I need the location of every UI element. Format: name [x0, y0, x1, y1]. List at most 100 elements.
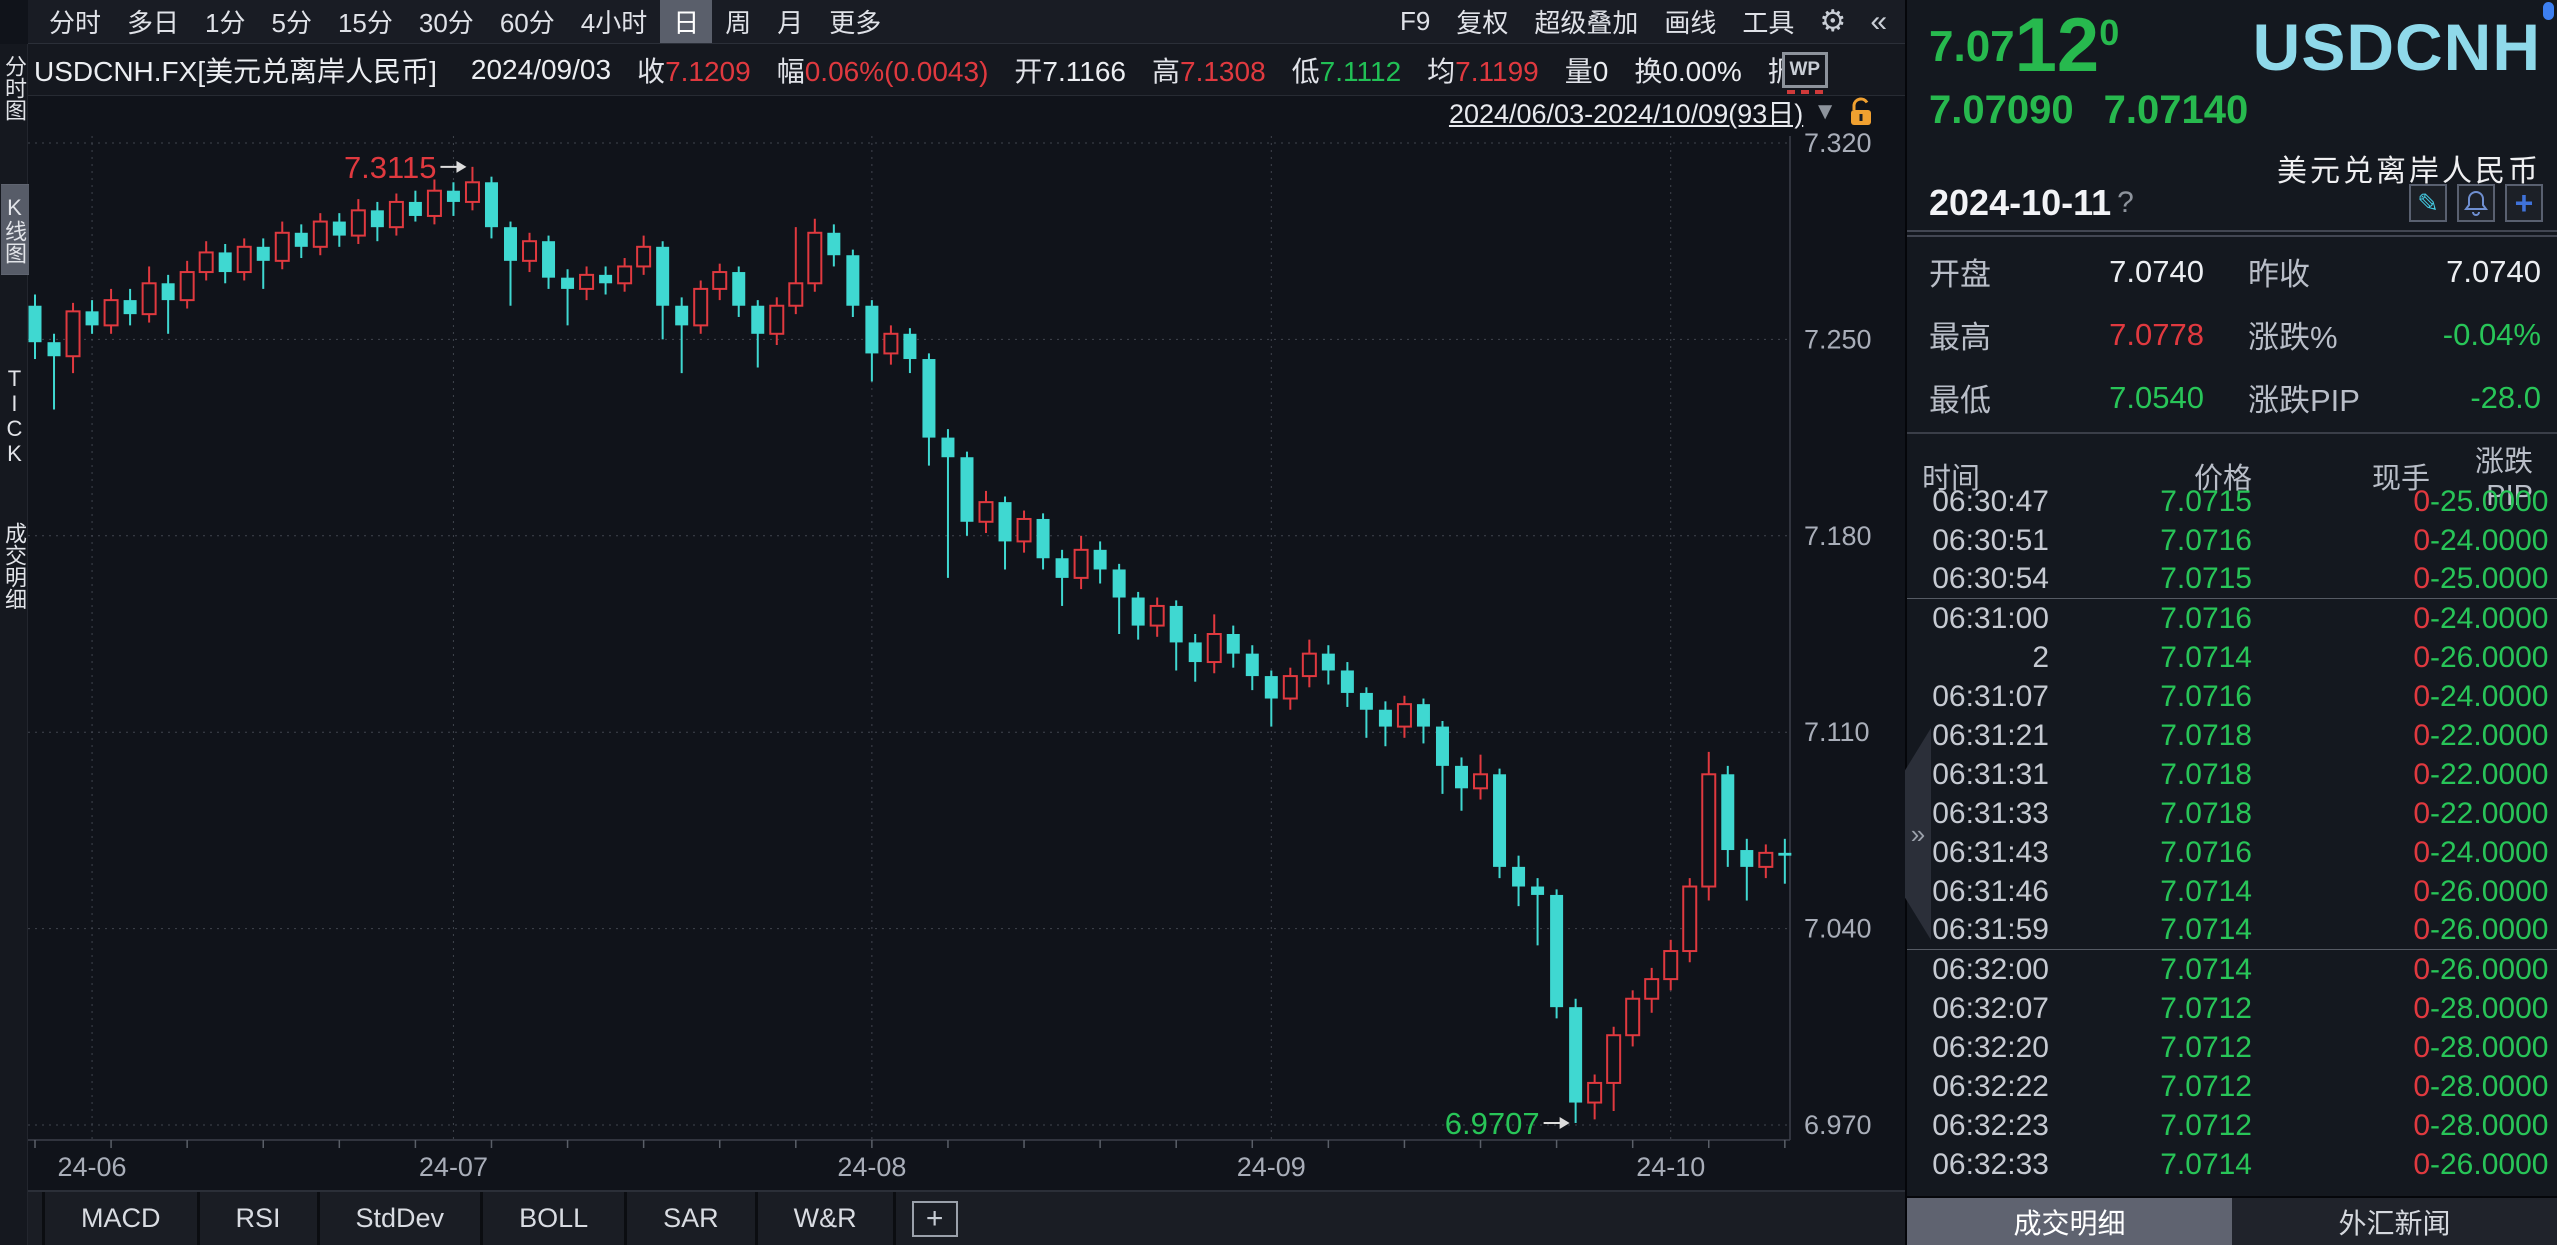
scrollbar-thumb[interactable] — [2543, 2, 2554, 20]
sidebar-item-K线图[interactable]: K线图 — [1, 184, 29, 275]
period-button-更多[interactable]: 更多 — [829, 8, 882, 38]
edit-button[interactable]: ✎ — [2409, 184, 2447, 222]
chart-area: 7.320 7.250 7.180 7.110 7.040 6.970 24-06 24-07… — [28, 96, 1905, 1190]
expand-panel-handle[interactable]: » — [1905, 728, 1931, 940]
toolbar-button-工具[interactable]: 工具 — [1742, 8, 1795, 38]
price-fraction: 0 — [2099, 12, 2120, 53]
tab-tick-detail[interactable]: 成交明细 — [1907, 1198, 2232, 1245]
indicator-button-W&R[interactable]: W&R — [758, 1192, 896, 1245]
date-range-selector[interactable]: 2024/06/03-2024/10/09(93日) ▼ — [1449, 92, 1875, 131]
period-button-60分[interactable]: 60分 — [499, 8, 555, 38]
quote-date: 2024-10-11 — [1929, 182, 2112, 223]
toolbar-button-复权[interactable]: 复权 — [1456, 8, 1509, 38]
symbol-title: USDCNH.FX[美元兑离岸人民币] — [34, 55, 437, 87]
pencil-icon: ✎ — [2417, 187, 2439, 218]
indicator-button-BOLL[interactable]: BOLL — [483, 1192, 628, 1245]
toolbar-button-超级叠加[interactable]: 超级叠加 — [1534, 8, 1639, 38]
help-icon[interactable]: ? — [2117, 186, 2134, 219]
info-field-收: 收7.1209 — [637, 55, 751, 87]
price-integer: 7.07 — [1929, 22, 2015, 71]
unlock-icon[interactable] — [1847, 96, 1875, 128]
info-field-幅: 幅0.06%(0.0043) — [776, 55, 989, 87]
tab-forex-news[interactable]: 外汇新闻 — [2232, 1198, 2557, 1245]
tick-row: 06:31:07 7.0716 0 -24.0000 — [1932, 679, 2549, 713]
chevron-down-icon[interactable]: ▼ — [1813, 97, 1837, 125]
x-axis-label: 24-10 — [1636, 1152, 1705, 1182]
panel-bottom-tabs: 成交明细 外汇新闻 — [1907, 1196, 2557, 1245]
add-to-watchlist-button[interactable]: + — [2505, 184, 2543, 222]
sidebar-item-分时图[interactable]: 分时图 — [1, 55, 27, 121]
tick-row: 06:31:21 7.0718 0 -22.0000 — [1932, 718, 2549, 752]
price-pips: 12 — [2014, 3, 2100, 88]
info-field-开: 开7.1166 — [1014, 55, 1126, 87]
period-button-1分[interactable]: 1分 — [205, 8, 246, 38]
collapse-toolbar-icon[interactable]: « — [1870, 4, 1887, 38]
indicator-button-StdDev[interactable]: StdDev — [320, 1192, 484, 1245]
add-indicator-button[interactable]: + — [911, 1200, 958, 1237]
last-price: 7.07 12 0 — [1929, 8, 2119, 84]
price-annotation: 7.3115 — [344, 150, 437, 185]
ask-price: 7.07140 — [2103, 88, 2249, 132]
tick-row: 06:32:22 7.0712 0 -28.0000 — [1932, 1069, 2549, 1103]
date-range-label[interactable]: 2024/06/03-2024/10/09(93日) — [1448, 99, 1804, 129]
info-field-低: 低7.1112 — [1291, 55, 1402, 87]
period-button-5分[interactable]: 5分 — [271, 8, 312, 38]
settings-gear-icon[interactable]: ⚙ — [1819, 5, 1847, 38]
quote-stats: 开盘 7.0740 昨收 7.0740 最高 7.0778 涨跌% -0.04% 最低 7.054… — [1907, 240, 2557, 429]
quote-date-row: 2024-10-11 ? ✎ + — [1929, 182, 2543, 224]
tick-table: 时间 价格 现手 涨跌PIP 06:30:47 7.0715 0 -25.0000 06:30:… — [1907, 438, 2557, 1184]
indicator-toolbar: MACD RSI StdDev BOLL SAR W&R + — [28, 1190, 1905, 1245]
view-sidebar: 分时图 K线图 TICK 成交明细 — [0, 44, 29, 1245]
period-toolbar: 分时 多日 1分 5分 15分 30分 60分 4小时日周月更多 F9 复权 超级叠加 画线 工具 ⚙ « — [28, 0, 1905, 44]
indicator-button-SAR[interactable]: SAR — [627, 1192, 758, 1245]
panel-symbol: USDCNH — [2252, 10, 2541, 84]
quote-actions: ✎ + — [2409, 184, 2543, 222]
ohlc-fields: 收7.1209 幅0.06%(0.0043) 开7.1166 高7.1308 低7.11… — [611, 50, 1796, 90]
stat-row: 最低 7.0540 涨跌PIP -28.0 — [1929, 379, 2541, 419]
period-button-分时[interactable]: 分时 — [49, 8, 102, 38]
info-field-均: 均7.1199 — [1427, 55, 1539, 87]
indicator-button-MACD[interactable]: MACD — [42, 1192, 200, 1245]
tick-row: 06:31:00 7.0716 0 -24.0000 — [1932, 601, 2549, 635]
period-button-30分[interactable]: 30分 — [418, 8, 474, 38]
plus-icon: + — [2514, 185, 2534, 221]
tick-row: 06:31:33 7.0718 0 -22.0000 — [1932, 796, 2549, 830]
quote-panel: 7.07 12 0 USDCNH 7.07090 7.07140 美元兑离岸人民… — [1905, 0, 2557, 1245]
x-axis-label: 24-07 — [419, 1152, 488, 1182]
stat-row: 开盘 7.0740 昨收 7.0740 — [1929, 253, 2541, 293]
y-axis-label: 7.250 — [1804, 324, 1872, 354]
tick-row: 06:30:47 7.0715 0 -25.0000 — [1932, 484, 2549, 518]
period-button-日[interactable]: 日 — [660, 0, 713, 43]
candlestick-chart[interactable]: 7.320 7.250 7.180 7.110 7.040 6.970 24-06 24-07… — [28, 96, 1905, 1190]
bar-date: 2024/09/03 — [470, 53, 612, 85]
stats-divider — [1907, 432, 2557, 434]
tick-row: 06:31:46 7.0714 0 -26.0000 — [1932, 874, 2549, 908]
y-axis-label: 7.110 — [1804, 717, 1870, 747]
period-button-多日[interactable]: 多日 — [127, 8, 180, 38]
info-field-量: 量0 — [1564, 55, 1609, 87]
price-annotation: 6.9707 — [1445, 1106, 1540, 1141]
x-axis-label: 24-09 — [1237, 1152, 1306, 1182]
double-divider — [1907, 230, 2557, 237]
x-axis-label: 24-06 — [58, 1152, 127, 1182]
tick-row: 06:31:43 7.0716 0 -24.0000 — [1932, 835, 2549, 869]
tick-row: 06:30:51 7.0716 0 -24.0000 — [1932, 523, 2549, 557]
sidebar-item-成交明细[interactable]: 成交明细 — [1, 522, 27, 610]
wp-watermark-icon: WP — [1781, 51, 1828, 94]
y-axis-label: 7.320 — [1804, 128, 1872, 158]
y-axis-label: 7.180 — [1804, 521, 1872, 551]
period-button-周[interactable]: 周 — [725, 8, 752, 38]
tick-row: 06:32:00 7.0714 0 -26.0000 — [1932, 952, 2549, 986]
alert-button[interactable] — [2457, 184, 2495, 222]
candles — [28, 166, 1792, 1124]
toolbar-button-F9[interactable]: F9 — [1400, 6, 1431, 36]
tick-row: 06:32:33 7.0714 0 -26.0000 — [1932, 1147, 2549, 1181]
sidebar-item-TICK[interactable]: TICK — [1, 366, 27, 466]
tick-row: 06:32:23 7.0712 0 -28.0000 — [1932, 1108, 2549, 1142]
indicator-button-RSI[interactable]: RSI — [200, 1192, 320, 1245]
period-button-4小时[interactable]: 4小时 — [580, 8, 648, 38]
period-button-15分[interactable]: 15分 — [337, 8, 393, 38]
period-button-月[interactable]: 月 — [777, 8, 804, 38]
toolbar-button-画线[interactable]: 画线 — [1664, 8, 1717, 38]
